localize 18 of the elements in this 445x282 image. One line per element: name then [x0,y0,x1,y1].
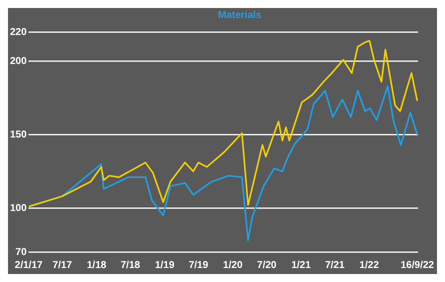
text: Materials [218,10,262,21]
x-tick-label: 16/9/22 [400,260,434,271]
x-tick-label: 1/22 [359,260,380,271]
x-tick-label: 7/18 [120,260,141,271]
x-tick-label: 7/20 [257,260,277,271]
y-tick-label: 100 [10,202,28,214]
x-tick-label: 2/1/17 [14,260,44,271]
y-tick-label: 150 [10,129,28,140]
x-tick-label: 1/21 [291,260,312,271]
y-tick-label: 220 [10,26,28,38]
x-tick-label: 7/17 [52,260,72,271]
x-tick-label: 7/21 [325,260,345,271]
y-tick-label: 70 [16,246,28,258]
y-tick-label: 200 [10,56,28,68]
x-tick-label: 1/18 [86,260,107,271]
x-tick-label: 1/20 [223,260,243,271]
x-tick-label: 7/19 [188,260,209,271]
x-tick-label: 1/19 [154,260,175,271]
